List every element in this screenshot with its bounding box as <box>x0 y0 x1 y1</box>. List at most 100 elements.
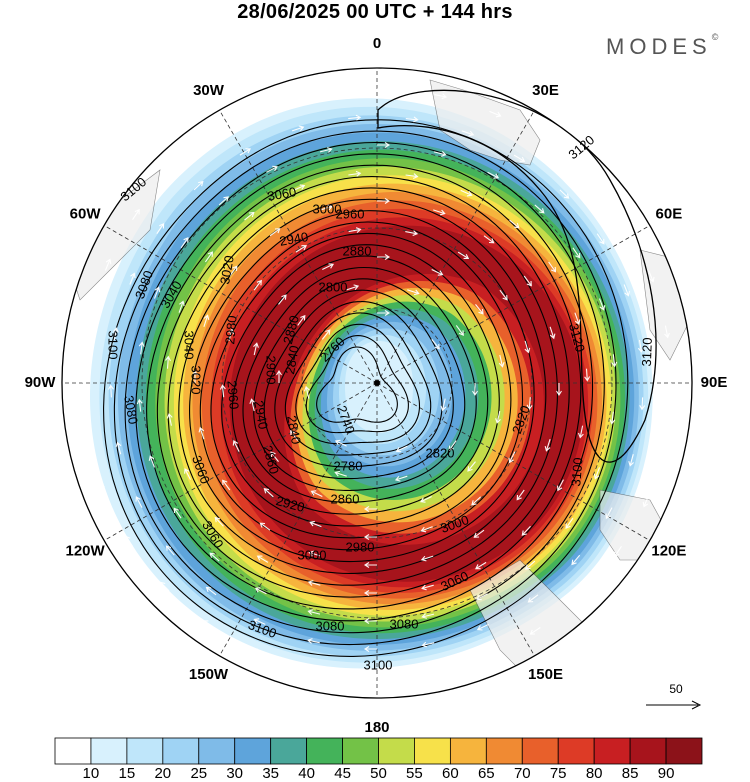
colorbar-tick-label: 80 <box>586 765 603 782</box>
wind-arrow <box>448 440 457 452</box>
wind-arrow <box>476 623 489 631</box>
colorbar-tick-label: 20 <box>154 765 171 782</box>
longitude-label: 150W <box>189 666 229 683</box>
contour-label: 2840 <box>284 414 304 445</box>
colorbar-swatch <box>449 737 487 765</box>
contour-label: 2780 <box>334 458 363 473</box>
contour-label: 3100 <box>568 457 585 487</box>
wind-arrow <box>104 258 112 271</box>
wind-arrow <box>477 654 490 661</box>
longitude-label: 90W <box>25 374 57 391</box>
wind-arrow <box>334 439 347 447</box>
wind-arrow <box>334 470 347 477</box>
wind-arrow <box>244 211 255 221</box>
wind-arrow <box>539 138 552 146</box>
wind-arrow <box>473 529 485 538</box>
contour-line <box>178 198 547 574</box>
wind-arrow <box>303 385 310 399</box>
wind-arrow <box>319 90 333 96</box>
wind-arrow <box>405 116 419 123</box>
wind-arrow <box>363 534 377 540</box>
lat-lon-grid <box>62 68 692 698</box>
contour-label: 2940 <box>278 229 309 249</box>
wind-arrow <box>526 397 533 411</box>
wind-arrow <box>483 235 495 244</box>
colorbar-swatch <box>593 737 631 765</box>
meridian-line <box>376 110 535 384</box>
wind-arrow <box>184 468 191 480</box>
wind-arrow <box>471 496 482 506</box>
wind-arrow <box>421 670 435 676</box>
colorbar-swatch <box>342 737 379 765</box>
contour-label: 3100 <box>106 331 121 360</box>
wind-arrow <box>322 263 335 270</box>
longitude-label: 150E <box>528 666 563 683</box>
meridian-line <box>219 110 378 384</box>
colorbar-tick-label: 90 <box>658 765 675 782</box>
longitude-label: 120W <box>66 542 106 559</box>
wind-arrow <box>394 475 408 482</box>
contour-label: 2960 <box>224 380 241 410</box>
wind-arrow <box>648 270 655 283</box>
wind-arrow <box>165 355 171 369</box>
wind-arrow <box>156 222 165 235</box>
colorbar-tick-label: 10 <box>83 765 100 782</box>
wind-arrow <box>508 451 516 464</box>
colorbar-tick-label: 45 <box>334 765 351 782</box>
contour-label: 3000 <box>313 201 342 216</box>
wind-arrow <box>556 383 562 397</box>
wind-arrow <box>363 618 377 624</box>
contour-label: 2840 <box>282 344 302 375</box>
contour-label: 3040 <box>182 331 197 360</box>
wind-arrow <box>306 666 320 673</box>
wind-arrow <box>198 426 205 440</box>
meridian-line <box>376 382 650 541</box>
contour-label: 2860 <box>331 491 360 506</box>
reference-vector: 50 <box>646 682 702 710</box>
wind-arrow <box>108 384 114 398</box>
contour-line <box>113 130 617 646</box>
wind-arrow <box>544 439 551 452</box>
colorbar-swatch <box>557 737 595 765</box>
wind-arrow <box>523 275 532 287</box>
wind-arrow <box>135 496 143 508</box>
wind-arrow <box>476 593 488 601</box>
wind-arrow <box>642 495 650 508</box>
wind-arrow <box>495 410 501 424</box>
wind-arrow <box>256 555 269 563</box>
wind-arrow <box>593 467 601 480</box>
wind-arrow <box>270 451 279 462</box>
wind-arrow <box>84 427 90 441</box>
wind-arrow <box>420 526 433 533</box>
wind-arrow <box>249 398 256 412</box>
contour-line <box>284 312 432 456</box>
wind-arrow <box>434 93 448 100</box>
colorbar-tick-label: 75 <box>550 765 567 782</box>
colorbar-swatch <box>414 737 451 765</box>
contour-line <box>103 119 629 657</box>
wind-arrow <box>307 580 321 586</box>
longitude-label: 0 <box>373 35 381 52</box>
contour-line <box>199 221 524 551</box>
colorbar-tick-label: 40 <box>298 765 315 782</box>
wind-arrow <box>148 455 156 468</box>
contour-line <box>295 323 421 445</box>
wind-arrow <box>457 251 470 259</box>
colorbar-swatch <box>90 737 128 765</box>
wind-arrow <box>129 272 136 285</box>
wind-arrow <box>228 328 235 342</box>
contour-line <box>189 210 535 563</box>
contour-label: 2980 <box>346 539 375 554</box>
colorbar-tick-label: 30 <box>226 765 243 782</box>
wind-arrow <box>621 219 629 231</box>
wind-arrow <box>239 148 251 156</box>
wind-arrow <box>574 312 581 325</box>
wind-arrow <box>548 261 557 273</box>
contour-line <box>231 255 489 515</box>
wind-arrow <box>521 525 531 536</box>
wind-arrow <box>529 627 541 635</box>
wind-arrow <box>125 535 133 547</box>
wind-arrow <box>668 383 674 397</box>
brand-mark: © <box>711 32 719 42</box>
